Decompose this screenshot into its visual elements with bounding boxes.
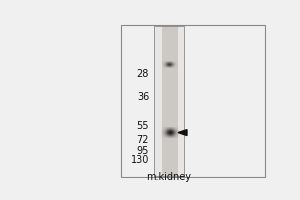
Text: 28: 28: [137, 69, 149, 79]
Bar: [121, 25, 266, 177]
Bar: [162, 26, 178, 176]
Text: 95: 95: [137, 146, 149, 156]
Bar: [154, 26, 184, 176]
Text: 55: 55: [136, 121, 149, 131]
Polygon shape: [178, 130, 187, 136]
Text: m.kidney: m.kidney: [146, 172, 191, 182]
Text: 36: 36: [137, 92, 149, 102]
Bar: [154, 26, 184, 176]
Text: 72: 72: [136, 135, 149, 145]
Text: 130: 130: [131, 155, 149, 165]
